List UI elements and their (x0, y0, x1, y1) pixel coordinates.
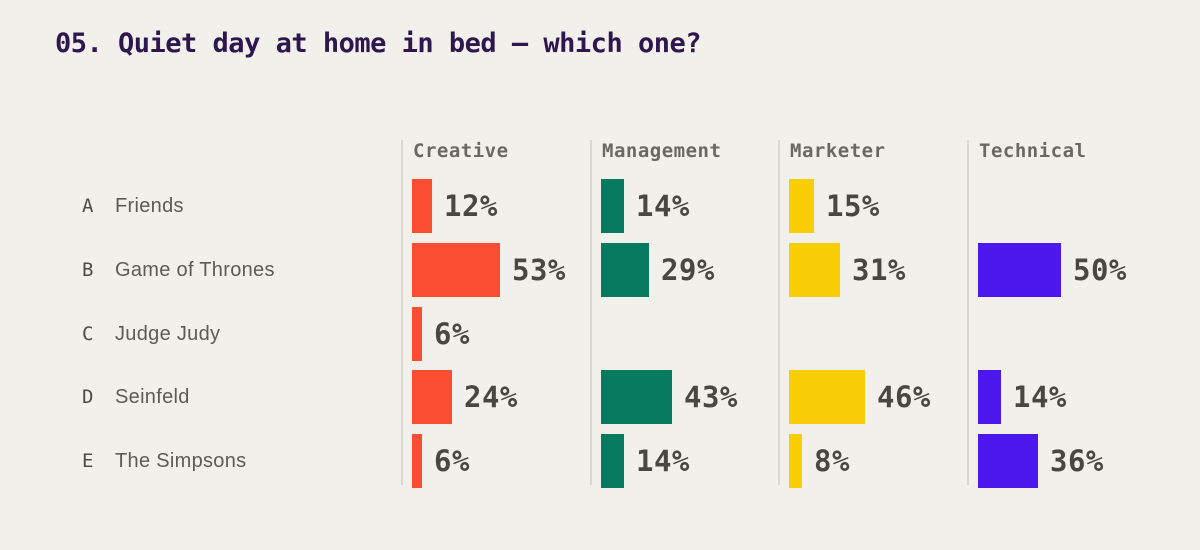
bar-cell: 12% (412, 179, 498, 233)
bar (412, 434, 422, 488)
bar (978, 370, 1001, 424)
bar-cell: 14% (601, 434, 690, 488)
bar-value-label: 14% (1013, 380, 1067, 414)
bar-value-label: 6% (434, 444, 470, 478)
bar (789, 370, 865, 424)
bar (601, 370, 672, 424)
series-column-marketer: Marketer 15% 31% 46% 8% (778, 140, 967, 488)
series-column-technical: Technical 50% 14% 36% (967, 140, 1156, 488)
bar-value-label: 12% (444, 189, 498, 223)
bar-cell: 43% (601, 370, 738, 424)
bar (412, 243, 500, 297)
bar-cell: 14% (601, 179, 690, 233)
row-label-judge-judy: C Judge Judy (82, 307, 220, 361)
bar-cell: 50% (978, 243, 1127, 297)
bar-value-label: 14% (636, 189, 690, 223)
bar-value-label: 8% (814, 444, 850, 478)
bar (978, 434, 1038, 488)
row-label-seinfeld: D Seinfeld (82, 370, 190, 424)
bar-value-label: 24% (464, 380, 518, 414)
column-divider (967, 140, 969, 485)
column-divider (401, 140, 403, 485)
bar-value-label: 36% (1050, 444, 1104, 478)
column-header-creative: Creative (413, 140, 509, 162)
bar-cell: 36% (978, 434, 1104, 488)
series-column-creative: Creative 12% 53% 6% 24% 6% (401, 140, 590, 488)
bar-value-label: 43% (684, 380, 738, 414)
row-letter: B (82, 259, 94, 281)
bar-value-label: 14% (636, 444, 690, 478)
row-name: Game of Thrones (115, 258, 275, 281)
bar (789, 243, 840, 297)
bar (412, 179, 432, 233)
bar-cell: 6% (412, 307, 470, 361)
bar-cell: 8% (789, 434, 850, 488)
row-letter: A (82, 195, 94, 217)
series-column-management: Management 14% 29% 43% 14% (590, 140, 779, 488)
bar-cell: 31% (789, 243, 906, 297)
bar (789, 434, 802, 488)
column-header-management: Management (602, 140, 722, 162)
bar-cell: 29% (601, 243, 715, 297)
bar (978, 243, 1061, 297)
row-label-the-simpsons: E The Simpsons (82, 434, 246, 488)
bar-value-label: 50% (1073, 253, 1127, 287)
row-letter: E (82, 450, 94, 472)
bar (601, 243, 649, 297)
bar-cell: 6% (412, 434, 470, 488)
row-letter: C (82, 323, 94, 345)
column-divider (590, 140, 592, 485)
column-header-marketer: Marketer (790, 140, 886, 162)
bar-value-label: 15% (826, 189, 880, 223)
row-name: Judge Judy (115, 322, 221, 345)
bar-value-label: 29% (661, 253, 715, 287)
page-title: 05. Quiet day at home in bed — which one… (55, 28, 701, 59)
row-name: The Simpsons (115, 449, 247, 472)
bar-value-label: 46% (877, 380, 931, 414)
bar-value-label: 31% (852, 253, 906, 287)
bar-value-label: 6% (434, 317, 470, 351)
row-name: Seinfeld (115, 385, 190, 408)
bar-value-label: 53% (512, 253, 566, 287)
bar (601, 179, 624, 233)
row-letter: D (82, 386, 94, 408)
row-label-game-of-thrones: B Game of Thrones (82, 243, 275, 297)
bar (412, 307, 422, 361)
bar-cell: 53% (412, 243, 566, 297)
bar-cell: 14% (978, 370, 1067, 424)
column-header-technical: Technical (979, 140, 1087, 162)
bar (789, 179, 814, 233)
row-name: Friends (115, 194, 184, 217)
bar (412, 370, 452, 424)
column-divider (778, 140, 780, 485)
bar-cell: 15% (789, 179, 880, 233)
bar-cell: 46% (789, 370, 931, 424)
row-label-friends: A Friends (82, 179, 184, 233)
bar (601, 434, 624, 488)
bar-cell: 24% (412, 370, 518, 424)
